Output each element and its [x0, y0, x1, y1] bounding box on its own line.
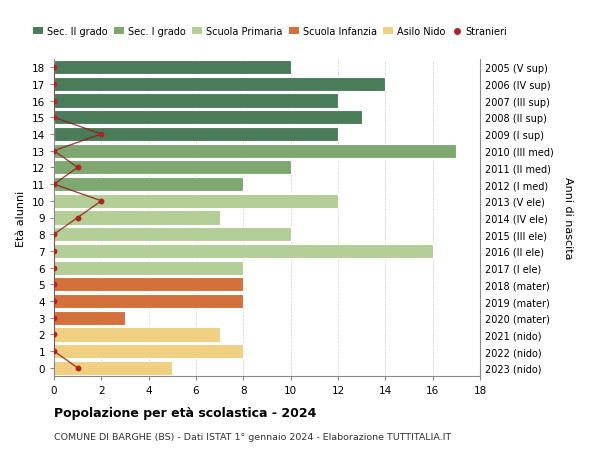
Bar [54, 161, 290, 175]
Bar [54, 278, 244, 292]
Point [49, 114, 59, 122]
Text: COMUNE DI BARGHE (BS) - Dati ISTAT 1° gennaio 2024 - Elaborazione TUTTITALIA.IT: COMUNE DI BARGHE (BS) - Dati ISTAT 1° ge… [54, 432, 451, 442]
Point [73, 364, 82, 372]
Bar [54, 211, 220, 225]
Text: Popolazione per età scolastica - 2024: Popolazione per età scolastica - 2024 [54, 406, 316, 419]
Point [49, 181, 59, 188]
Y-axis label: Età alunni: Età alunni [16, 190, 26, 246]
Y-axis label: Anni di nascita: Anni di nascita [563, 177, 573, 259]
Bar [54, 311, 125, 325]
Bar [54, 244, 433, 258]
Bar [54, 361, 172, 375]
Bar [54, 344, 244, 358]
Point [49, 231, 59, 238]
Bar [54, 294, 244, 308]
Bar [54, 61, 290, 75]
Point [49, 148, 59, 155]
Point [49, 264, 59, 272]
Point [49, 281, 59, 288]
Bar [54, 111, 362, 125]
Point [97, 131, 106, 138]
Bar [54, 194, 338, 208]
Point [49, 298, 59, 305]
Legend: Sec. II grado, Sec. I grado, Scuola Primaria, Scuola Infanzia, Asilo Nido, Stran: Sec. II grado, Sec. I grado, Scuola Prim… [29, 23, 511, 41]
Point [49, 64, 59, 72]
Point [49, 331, 59, 338]
Bar [54, 128, 338, 142]
Point [49, 348, 59, 355]
Point [49, 98, 59, 105]
Point [73, 214, 82, 222]
Bar [54, 328, 220, 342]
Bar [54, 78, 385, 92]
Bar [54, 94, 338, 108]
Bar [54, 261, 244, 275]
Point [97, 198, 106, 205]
Point [73, 164, 82, 172]
Point [49, 81, 59, 88]
Bar [54, 178, 244, 192]
Bar [54, 144, 457, 158]
Point [49, 248, 59, 255]
Point [49, 314, 59, 322]
Bar [54, 228, 290, 242]
